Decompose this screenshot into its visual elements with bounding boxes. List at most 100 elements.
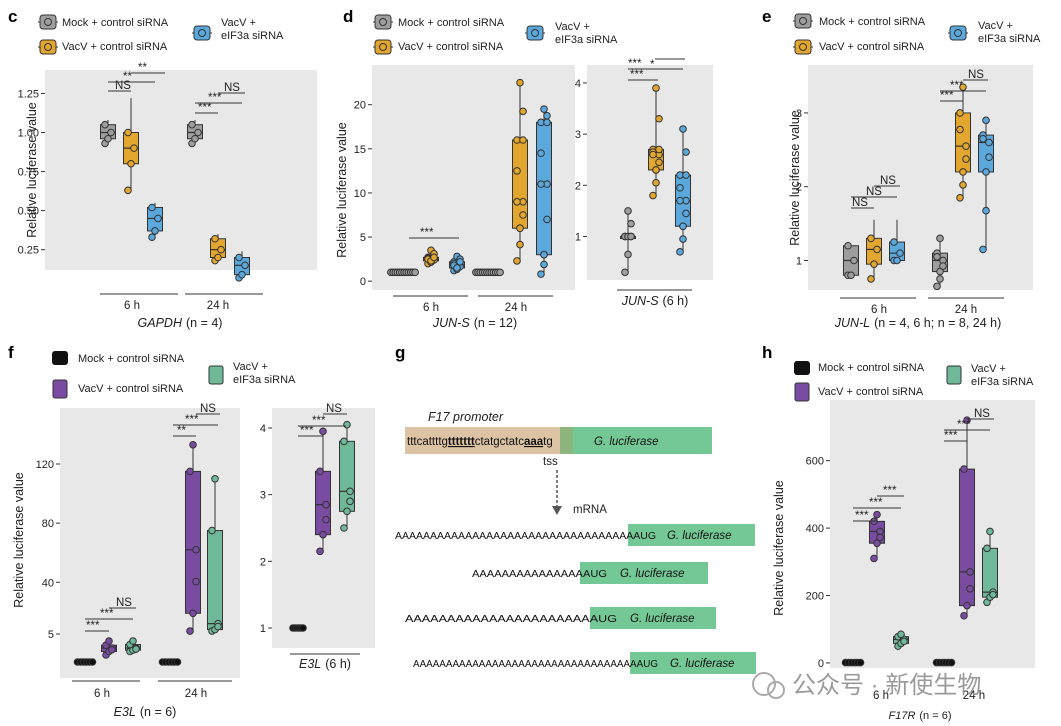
d-g0-s1-point-11 [430,253,438,262]
watermark: 公众号 · 新使生物 [752,672,981,699]
sig-label-e-1: NS [852,197,868,209]
ax-h-tick-label-1: 200 [806,591,824,603]
sig-label-d-inset-1: *** [630,69,644,81]
sig-label-f-inset-2: *** [312,415,326,427]
legend-f: Mock + control siRNA VacV + control siRN… [52,351,296,399]
d-inset-s2-point-0 [676,248,684,256]
legend-swatch-vacv-control-e-box [794,39,812,55]
f-g1-s2-box [207,530,223,631]
legend-label-vacv-control-d: VacV + control siRNA [398,41,504,53]
mrna-luc-label-2: G. luciferase [620,568,685,580]
e-g1-s2-point-4 [982,116,990,125]
c-g0-s0-point-2 [107,128,115,137]
ax-f2-tick-label-0: 1 [260,623,266,635]
boxes-e [843,83,994,291]
inset-gene-f: E3L [299,657,321,671]
f-inset-s1-point-0 [316,547,324,556]
seq-part-e: tg [543,436,553,448]
legend-label-mock-f: Mock + control siRNA [78,353,185,365]
f-g1-s1-point-1 [189,609,197,618]
sig-label-c-5: *** [208,92,222,104]
ax-c-tick-label-3: 1.00 [18,128,39,140]
f-g1-s1-point-5 [192,577,200,586]
d-g0-s0-point-11 [411,268,419,277]
h-g1-s2-point-5 [989,590,997,599]
ax-d2-tick-label-2: 3 [575,129,581,141]
group-label-e-6h: 6 h [871,304,887,316]
f-g0-s1-point-4 [105,637,113,645]
sig-label-h-3: *** [883,485,897,497]
e-g0-s1-point-1 [870,260,878,268]
ax-f2-tick-label-2: 3 [260,490,266,502]
h-g0-s1-point-4 [873,510,881,519]
sig-label-e-2: NS [866,186,882,198]
sig-label-f-2: *** [100,608,114,620]
d-g1-s1-point-9 [513,197,521,206]
d-inset-s0-point-8 [627,219,635,228]
legend-swatch-vacv-eif3a-f [208,365,224,385]
d-inset-s0-point-11 [627,232,635,241]
d-inset-s1-point-10 [652,166,660,174]
e-g1-s1-point-1 [959,168,967,176]
sig-label-d-1: *** [420,227,434,239]
e-g1-s0-point-7 [936,275,944,283]
mrna-seq-2: AAAAAAAAAAAAAAAAUG [472,568,607,580]
n-d: (n = 12) [474,316,517,330]
sig-label-f-4: ** [177,425,186,437]
group-label-c-24h: 24 h [207,300,229,312]
sig-label-e-3: NS [880,175,896,187]
e-g0-s2-point-3 [890,238,898,246]
ax-c-tick-label-4: 1.25 [18,88,39,100]
d-inset-s2-point-5 [682,209,690,218]
legend-swatch-vacv-control-e-dot [799,43,807,51]
legend-h: Mock + control siRNA VacV + control siRN… [794,361,1034,402]
legend-label-mock-d: Mock + control siRNA [398,17,505,29]
panel-title-c: GAPDH (n = 4) [138,316,223,330]
gene-d: JUN-S [432,316,470,330]
legend-swatch-mock-e-box [794,13,812,29]
d-g1-s1-point-10 [516,224,524,233]
f-inset-s1-point-5 [322,515,330,524]
ax-d-tick-label-0: 0 [360,276,366,288]
mrna-luc-1 [628,524,755,546]
f-g1-s1-box [185,470,201,614]
sig-label-c-4: NS [224,82,240,94]
d-inset-s1-point-4 [652,84,660,92]
tss-arrowhead [552,506,562,515]
h-g1-s0-point-5 [947,658,956,667]
plot-area-h [830,400,1035,668]
tss-label: tss [543,456,558,468]
legend-label-vacv-control-e: VacV + control siRNA [819,41,925,53]
seq-part-d: aaa [524,436,544,448]
e-g0-s1-point-3 [867,234,875,243]
y-axis-label-d: Relative luciferase value [335,122,349,258]
mrna-label: mRNA [573,504,607,516]
legend-swatch-mock [38,14,58,30]
d-g1-s2-point-11 [543,118,551,127]
legend-label-vacv-eif3a-h-1: VacV + [971,363,1006,375]
legend-swatch-mock-e-dot [799,17,807,25]
sig-label-f-3: NS [116,597,132,609]
ax-c-tick-label-1: 0.50 [18,206,39,218]
legend-swatch-mock-e [793,13,813,29]
ax-f-tick-label-0: 5 [48,629,54,641]
legend-d: Mock + control siRNA VacV + control siRN… [373,14,618,55]
mrna-seq-4: AAAAAAAAAAAAAAAAAAAAAAAAAAAAAAAAAAAUG [413,658,658,670]
d-g1-s2-point-6 [537,149,545,158]
f-inset-s1-point-2 [322,500,330,509]
c-g0-s0-point-3 [101,120,109,129]
legend-swatch-mock-h [794,361,810,375]
h-g1-s1-box [959,468,975,607]
f-g0-s1-point-5 [108,645,116,654]
c-g1-s1-point-1 [214,253,222,262]
sig-label-c-6: *** [198,102,212,114]
c-g1-s2-point-3 [235,253,243,262]
h-g1-s2-point-4 [986,527,994,536]
c-g1-s0-point-1 [191,134,199,143]
legend-c: Mock + control siRNA VacV + control siRN… [38,14,284,55]
watermark-icon-2 [767,681,785,699]
c-g1-s1-point-2 [217,245,225,254]
e-g0-s2-point-1 [893,256,901,265]
panel-title-d: JUN-S (n = 12) [432,316,517,330]
